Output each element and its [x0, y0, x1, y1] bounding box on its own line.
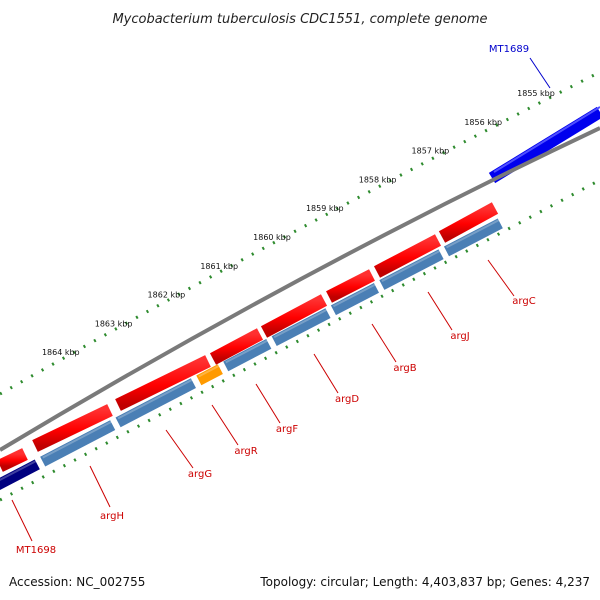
- gene-argg-leader: [165, 429, 194, 469]
- gene-argf-leader: [255, 383, 281, 424]
- gene-mt1689-arc: [488, 106, 600, 184]
- kbp-tick-label: 1860 kbp: [253, 233, 291, 242]
- gene-argb-leader: [371, 323, 397, 363]
- kbp-tick-label: 1864 kbp: [42, 348, 80, 357]
- gene-argr-leader: [211, 404, 239, 446]
- gene-argf-label: argF: [276, 424, 298, 435]
- forward-strand-genes: [0, 202, 499, 472]
- inner-strand-genes: [0, 218, 503, 491]
- genome-summary-text: Topology: circular; Length: 4,403,837 bp…: [259, 575, 590, 589]
- gene-argh-leader: [89, 465, 111, 508]
- gene-labels: MT1689 argC argJ argB argD argF argR argG argH MT…: [11, 44, 551, 556]
- gene-mt1698-label: MT1698: [16, 545, 56, 556]
- gene-mt1689-highlight: [493, 106, 600, 173]
- gene-mt1689-label: MT1689: [489, 44, 529, 55]
- gene-argb-arc: [330, 282, 380, 316]
- gene-mt1689-leader: [529, 57, 551, 89]
- map-title: Mycobacterium tuberculosis CDC1551, comp…: [112, 12, 487, 27]
- gene-argf-arc: [223, 339, 272, 372]
- gene-argg-arc: [115, 378, 196, 428]
- gene-mt1698-highlight: [0, 459, 38, 481]
- kbp-tick-label: 1855 kbp: [517, 89, 555, 98]
- gene-argh-arc: [40, 420, 116, 467]
- gene-argj-leader: [427, 291, 453, 331]
- forward-gene-segment: [438, 202, 499, 243]
- kbp-tick-label: 1856 kbp: [464, 118, 502, 127]
- gene-argj-label: argJ: [450, 331, 469, 342]
- gene-argb-highlight: [332, 282, 377, 308]
- forward-gene-segment: [326, 269, 375, 303]
- gene-argh-label: argH: [100, 511, 124, 522]
- gene-argg-label: argG: [188, 469, 212, 480]
- gene-mt1698-leader: [11, 499, 33, 542]
- kbp-tick-label: 1861 kbp: [200, 262, 238, 271]
- forward-gene-segment: [32, 404, 113, 452]
- forward-gene-segment: [115, 355, 211, 411]
- gene-argf-highlight: [225, 339, 270, 364]
- kbp-tick-label: 1858 kbp: [359, 175, 397, 184]
- gene-argj-highlight: [381, 249, 442, 282]
- outer-tick-ring: [0, 70, 600, 396]
- gene-argd-label: argD: [335, 394, 359, 405]
- gene-argb-label: argB: [393, 363, 416, 374]
- gene-argj-arc: [379, 249, 444, 290]
- forward-gene-segment: [373, 234, 442, 278]
- gene-argg-highlight: [117, 378, 194, 420]
- gene-argc-leader: [487, 259, 515, 297]
- gene-argr-arc: [196, 364, 223, 386]
- gene-mt1698-arc: [0, 459, 40, 491]
- gene-argd-arc: [271, 308, 331, 346]
- forward-gene-segment: [209, 328, 264, 365]
- gene-argh-highlight: [42, 420, 114, 459]
- inner-tick-ring: [0, 178, 600, 502]
- gene-argr-label: argR: [234, 446, 257, 457]
- kbp-tick-label: 1863 kbp: [95, 319, 133, 328]
- gene-argc-label: argC: [512, 296, 535, 307]
- kbp-tick-label: 1857 kbp: [412, 147, 450, 156]
- genome-backbone: [0, 126, 600, 452]
- gene-argc-highlight: [446, 218, 501, 249]
- forward-gene-segment: [260, 294, 328, 338]
- gene-argd-highlight: [273, 308, 329, 338]
- gene-argc-arc: [443, 218, 503, 257]
- accession-text: Accession: NC_002755: [9, 575, 145, 589]
- kbp-tick-label: 1862 kbp: [148, 291, 186, 300]
- kbp-tick-label: 1859 kbp: [306, 204, 344, 213]
- gene-argd-leader: [313, 353, 339, 394]
- forward-gene-segment: [0, 448, 28, 472]
- kbp-tick-labels: 1855 kbp 1856 kbp 1857 kbp 1858 kbp 1859 kbp…: [42, 89, 555, 357]
- gene-argr-highlight: [198, 364, 221, 378]
